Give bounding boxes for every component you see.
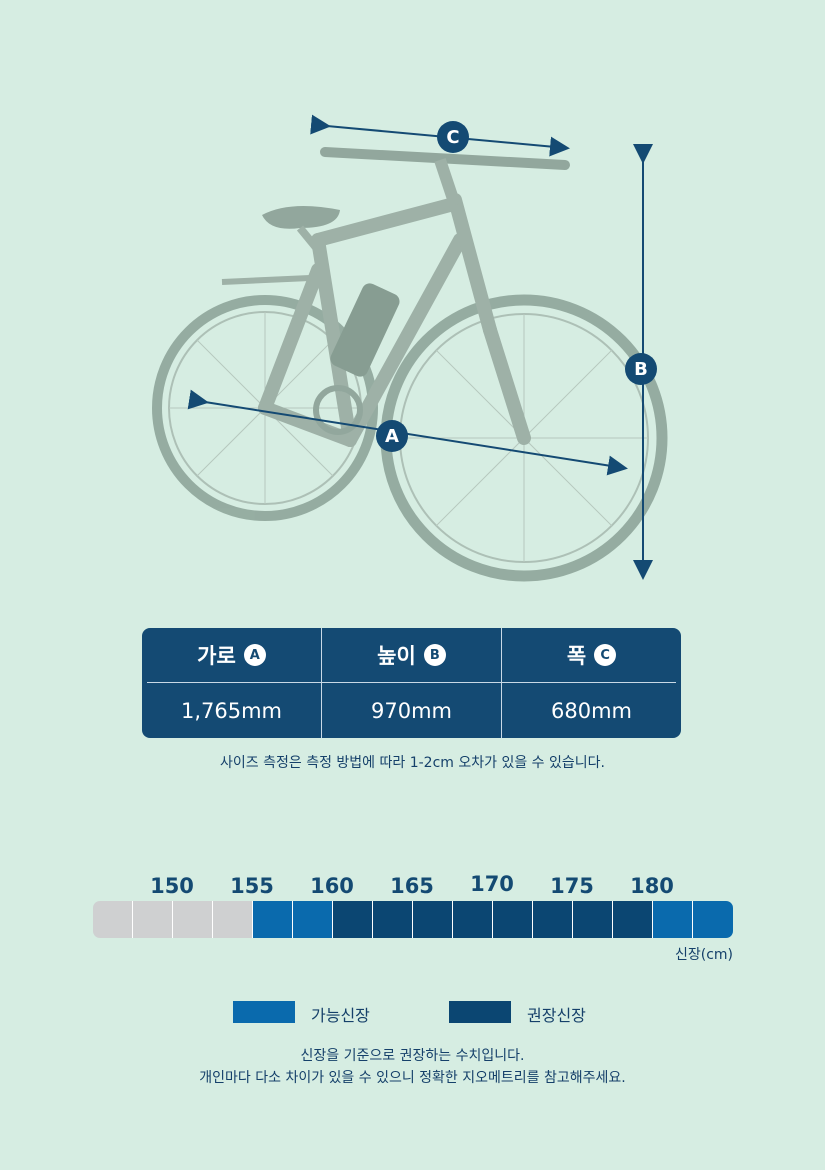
badge-c: C [437, 121, 469, 153]
height-segment-possible [293, 901, 333, 938]
header-length: 가로 A [142, 628, 321, 682]
footnote-line-2: 개인마다 다소 차이가 있을 수 있으니 정확한 지오메트리를 참고해주세요. [199, 1070, 626, 1086]
tick-label: 170 [470, 872, 514, 896]
height-segment-recommended [333, 901, 373, 938]
badge-b: B [423, 644, 446, 666]
value-length: 1,765mm [180, 698, 283, 723]
table-divider [501, 628, 502, 738]
legend-swatch-possible [233, 1001, 295, 1023]
bike-illustration: C A B [152, 114, 668, 582]
tick-label: 180 [630, 874, 674, 898]
value-width: 680mm [551, 698, 632, 723]
badge-c: C [594, 644, 617, 666]
header-width: 폭 C [502, 628, 681, 682]
legend-label-recommended: 권장신장 [527, 1006, 586, 1025]
height-segment-recommended [413, 901, 453, 938]
height-segment-recommended [493, 901, 533, 938]
height-segment-none [213, 901, 253, 938]
height-bar [93, 901, 733, 938]
height-unit-label: 신장(cm) [674, 947, 733, 963]
length-arrow-a [187, 389, 628, 476]
tick-label: 175 [550, 874, 594, 898]
value-height: 970mm [371, 698, 452, 723]
badge-b: B [625, 353, 657, 385]
height-segment-recommended [533, 901, 573, 938]
header-height: 높이 B [322, 628, 501, 682]
legend-label-possible: 가능신장 [311, 1006, 370, 1025]
tick-label: 155 [230, 874, 274, 898]
height-segment-possible [693, 901, 733, 938]
tick-label: 165 [390, 874, 434, 898]
table-divider [321, 628, 322, 738]
footnote-line-1: 신장을 기준으로 권장하는 수치입니다. [300, 1048, 525, 1064]
height-segment-possible [653, 901, 693, 938]
header-label: 가로 [197, 644, 236, 668]
height-segment-recommended [453, 901, 493, 938]
height-segment-none [173, 901, 213, 938]
badge-a: A [243, 644, 266, 666]
tick-label: 150 [150, 874, 194, 898]
measurement-note: 사이즈 측정은 측정 방법에 따라 1-2cm 오차가 있을 수 있습니다. [220, 755, 605, 771]
height-segment-recommended [613, 901, 653, 938]
height-segment-none [93, 901, 133, 938]
dimension-table: 가로 A 높이 B 폭 C 1,765mm 970mm 680mm [142, 628, 681, 738]
table-divider [147, 682, 676, 683]
badge-a: A [376, 420, 408, 452]
header-label: 높이 [377, 644, 416, 668]
legend-swatch-recommended [449, 1001, 511, 1023]
header-label: 폭 [566, 644, 587, 668]
height-segment-recommended [373, 901, 413, 938]
height-segment-none [133, 901, 173, 938]
height-segment-possible [253, 901, 293, 938]
bike-diagram [152, 114, 668, 582]
tick-label: 160 [310, 874, 354, 898]
bike-drawing [152, 147, 668, 582]
height-segment-recommended [573, 901, 613, 938]
